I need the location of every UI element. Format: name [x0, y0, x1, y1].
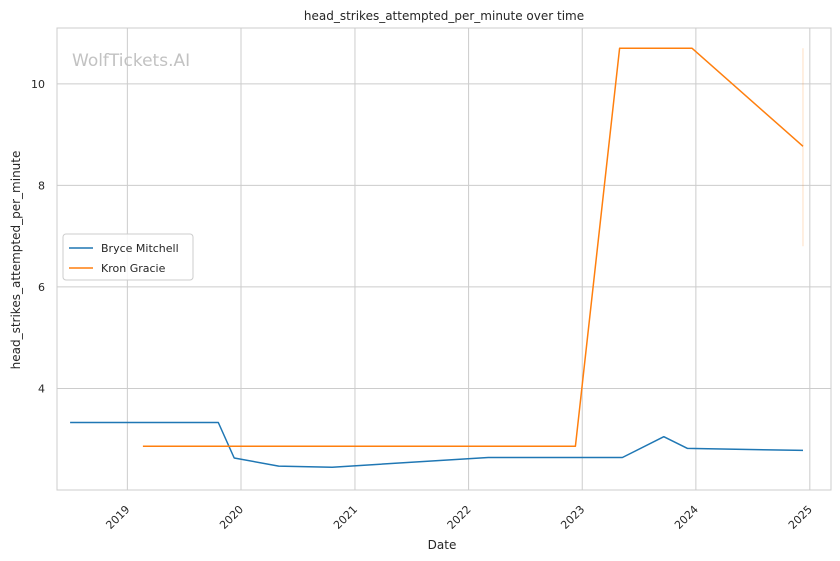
y-tick-label: 6	[38, 281, 45, 294]
plot-area-frame	[56, 27, 832, 491]
series-line-2	[142, 47, 804, 448]
y-axis-label: head_strikes_attempted_per_minute	[9, 151, 23, 370]
y-tick-label: 10	[31, 78, 45, 91]
y-tick-label: 8	[38, 179, 45, 192]
legend-label: Kron Gracie	[101, 262, 166, 275]
chart-title: head_strikes_attempted_per_minute over t…	[304, 9, 584, 23]
series-layer	[70, 47, 804, 468]
legend: Bryce Mitchell Kron Gracie	[62, 233, 194, 281]
grid	[57, 28, 831, 490]
legend-box	[62, 233, 194, 281]
x-axis-label: Date	[428, 538, 457, 552]
y-tick-labels: 4 6 8 10	[31, 78, 45, 396]
y-tick-label: 4	[38, 382, 45, 395]
legend-label: Bryce Mitchell	[101, 242, 179, 255]
series-line-1	[70, 421, 804, 468]
watermark: WolfTickets.AI	[72, 51, 190, 71]
